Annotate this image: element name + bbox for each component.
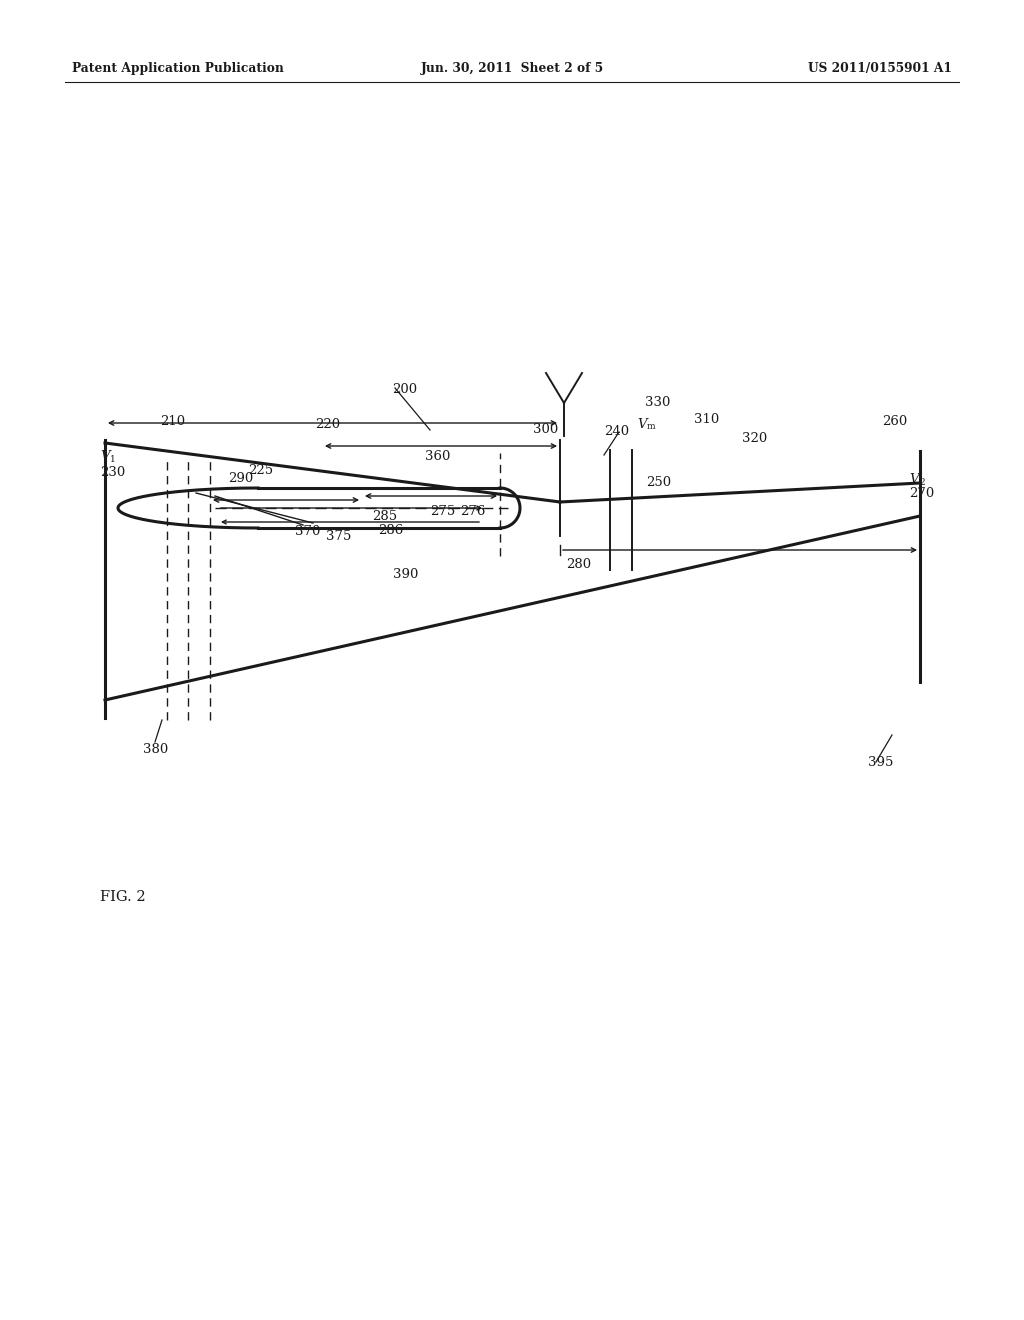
Text: 275: 275	[430, 506, 456, 517]
Text: 250: 250	[646, 477, 671, 488]
Text: m: m	[647, 422, 655, 432]
Text: 225: 225	[248, 465, 273, 477]
Text: 270: 270	[909, 487, 934, 500]
Text: 210: 210	[160, 414, 185, 428]
Text: 390: 390	[393, 568, 419, 581]
Text: 285: 285	[372, 510, 397, 523]
Text: 290: 290	[228, 473, 253, 484]
Text: 320: 320	[742, 432, 767, 445]
Text: 220: 220	[315, 418, 340, 432]
Text: 240: 240	[604, 425, 629, 438]
Text: Jun. 30, 2011  Sheet 2 of 5: Jun. 30, 2011 Sheet 2 of 5	[421, 62, 603, 75]
Text: 380: 380	[143, 743, 168, 756]
Text: 280: 280	[566, 558, 591, 572]
Text: FIG. 2: FIG. 2	[100, 890, 145, 904]
Text: 260: 260	[882, 414, 907, 428]
Text: 375: 375	[326, 531, 351, 543]
Text: 2: 2	[919, 478, 925, 487]
Text: 370: 370	[295, 525, 321, 539]
Text: V: V	[100, 450, 110, 463]
Text: 395: 395	[868, 756, 893, 770]
Text: 360: 360	[425, 450, 451, 463]
Text: 310: 310	[694, 413, 719, 426]
Text: 230: 230	[100, 466, 125, 479]
Text: Patent Application Publication: Patent Application Publication	[72, 62, 284, 75]
Text: 286: 286	[378, 524, 403, 537]
Text: V: V	[637, 418, 646, 432]
Text: 1: 1	[110, 455, 116, 465]
Text: 330: 330	[645, 396, 671, 409]
Text: 276: 276	[460, 506, 485, 517]
Text: 200: 200	[392, 383, 417, 396]
Text: US 2011/0155901 A1: US 2011/0155901 A1	[808, 62, 952, 75]
Text: V: V	[909, 473, 919, 486]
Text: 300: 300	[534, 422, 558, 436]
